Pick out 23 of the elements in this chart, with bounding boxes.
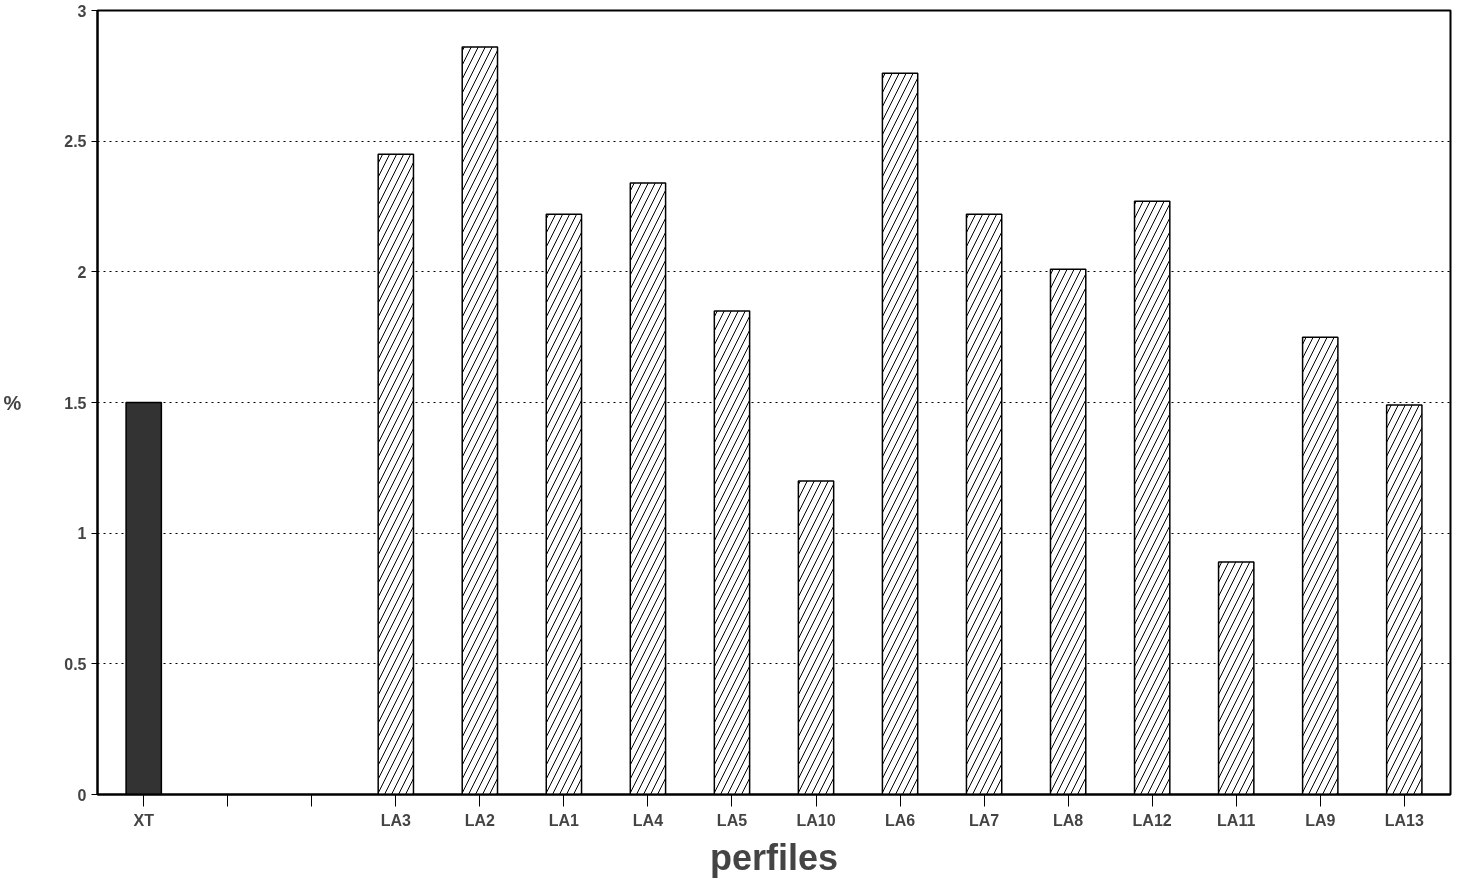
x-tick-label: LA12 [1132,811,1172,829]
y-tick-label: 1.5 [64,394,87,412]
x-tick-label: LA10 [796,811,836,829]
y-tick-label: 3 [77,2,87,20]
x-tick-label: LA3 [380,811,412,829]
y-tick-label: 0 [77,786,87,804]
x-tick-label: XT [133,811,155,829]
y-tick-label: 1 [77,525,87,543]
y-axis-title: % [3,391,22,414]
x-tick-label: LA2 [464,811,496,829]
y-tick-label: 2 [77,263,87,281]
x-tick-label: LA5 [716,811,748,829]
x-tick-label: LA1 [548,811,580,829]
y-tick-label: 2.5 [64,133,87,151]
x-tick-label: LA8 [1053,811,1084,829]
x-tick-label: LA7 [968,811,1000,829]
y-tick-label: 0.5 [64,655,87,673]
x-tick-label: LA11 [1217,811,1256,829]
x-tick-label: LA4 [632,811,664,829]
x-tick-label: LA13 [1384,811,1424,829]
x-tick-label: LA6 [884,811,916,829]
x-axis-title: perfiles [709,836,839,878]
x-tick-label: LA9 [1305,811,1336,829]
